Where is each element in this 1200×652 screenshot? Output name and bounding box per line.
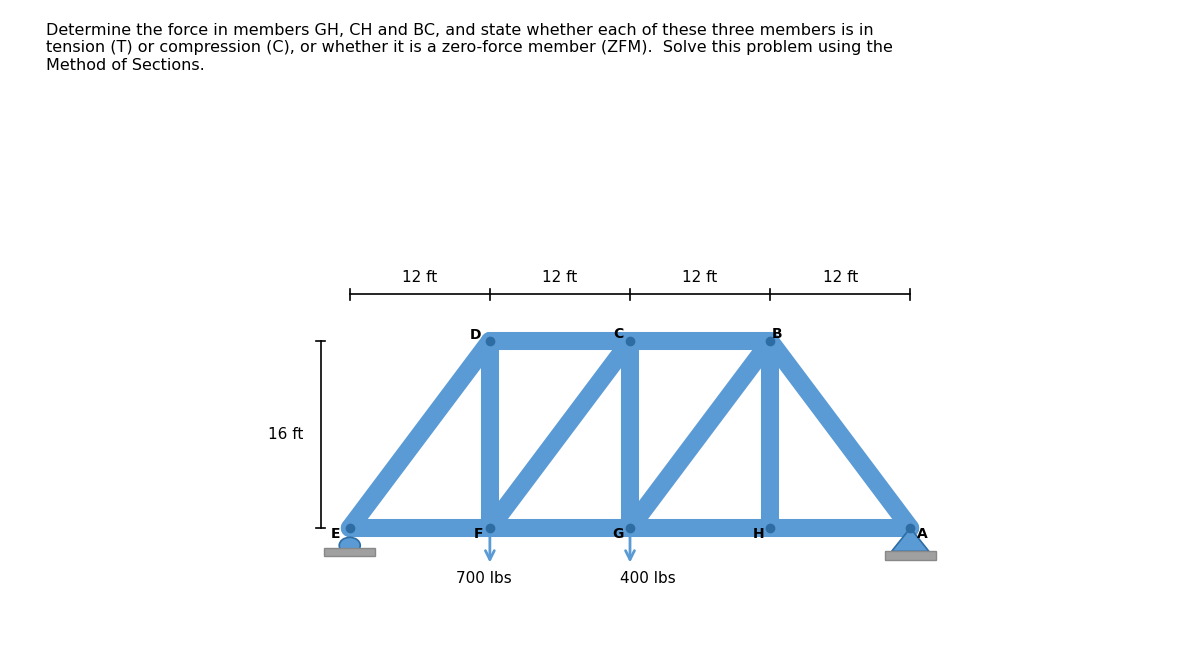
Text: A: A bbox=[917, 527, 928, 541]
Text: 12 ft: 12 ft bbox=[402, 270, 438, 285]
Text: H: H bbox=[752, 527, 764, 541]
Text: Determine the force in members GH, CH and BC, and state whether each of these th: Determine the force in members GH, CH an… bbox=[46, 23, 893, 72]
Text: 700 lbs: 700 lbs bbox=[456, 571, 512, 586]
Text: 12 ft: 12 ft bbox=[542, 270, 577, 285]
Text: 12 ft: 12 ft bbox=[683, 270, 718, 285]
Text: 16 ft: 16 ft bbox=[268, 427, 304, 442]
Text: 400 lbs: 400 lbs bbox=[619, 571, 676, 586]
Text: 12 ft: 12 ft bbox=[822, 270, 858, 285]
Text: F: F bbox=[474, 527, 482, 541]
Text: E: E bbox=[331, 527, 341, 541]
Text: B: B bbox=[772, 327, 782, 341]
Bar bbox=[884, 552, 936, 559]
Text: C: C bbox=[613, 327, 624, 341]
Ellipse shape bbox=[340, 537, 360, 554]
Text: G: G bbox=[613, 527, 624, 541]
Text: D: D bbox=[470, 329, 481, 342]
Polygon shape bbox=[892, 528, 929, 552]
Bar bbox=[324, 548, 376, 556]
